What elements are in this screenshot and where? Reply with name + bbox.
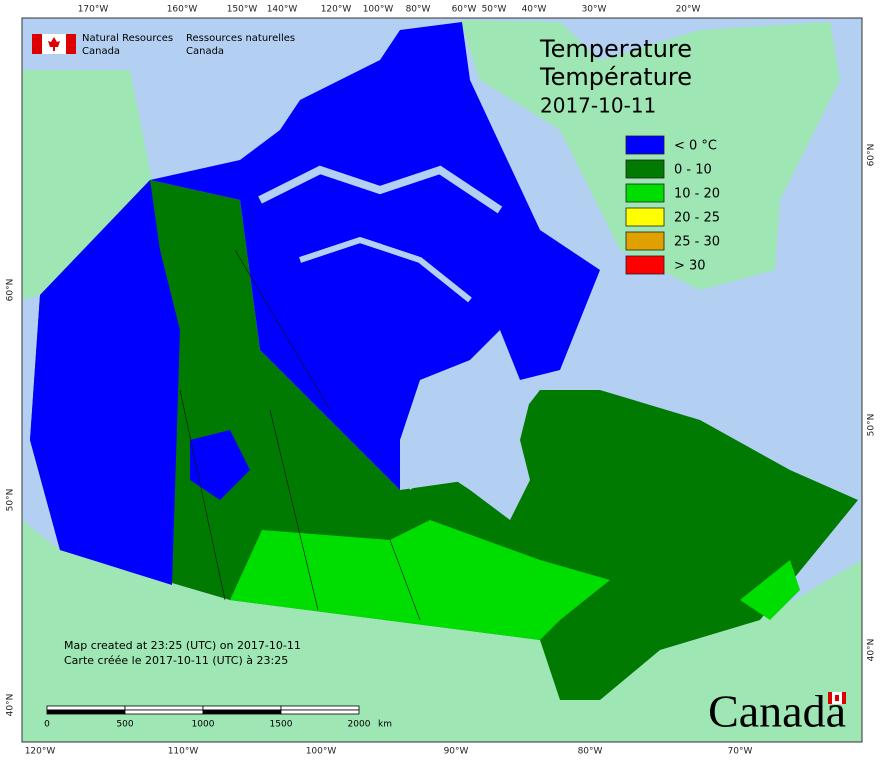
scale-segment	[46, 709, 126, 715]
legend-label: 10 - 20	[674, 187, 720, 202]
legend-label: < 0 °C	[674, 139, 717, 154]
scale-segment	[202, 709, 282, 715]
graticule-label: 140°W	[267, 5, 298, 15]
scale-segment	[280, 709, 360, 715]
land	[22, 20, 862, 742]
title: Temperature	[539, 35, 692, 63]
legend-swatch	[625, 231, 665, 251]
graticule-label: 70°W	[728, 747, 753, 757]
legend-swatch	[625, 183, 665, 203]
region-10-20	[230, 520, 610, 640]
legend-label: 25 - 30	[674, 235, 720, 250]
country-en: Canada	[82, 46, 120, 57]
scale-label: 0	[44, 720, 50, 730]
graticule-label: 60°N	[6, 279, 16, 302]
flag-bar	[32, 34, 42, 54]
graticule-label: 40°N	[867, 639, 877, 662]
scale-label: 1500	[270, 720, 293, 730]
region-10-20-east	[740, 560, 800, 620]
scale-unit: km	[378, 720, 392, 730]
scale-segment	[124, 709, 204, 715]
graticule-label: 20°W	[676, 5, 701, 15]
region-0-10	[30, 180, 858, 700]
scale-segment	[46, 705, 126, 711]
graticule-label: 80°W	[578, 747, 603, 757]
graticule-label: 60°W	[452, 5, 477, 15]
wordmark-flag-bar	[842, 692, 846, 704]
scale-segment	[280, 705, 360, 711]
flag-bar	[66, 34, 76, 54]
agency-fr: Ressources naturelles	[186, 33, 295, 44]
legend-swatch	[625, 159, 665, 179]
alaska	[22, 70, 152, 300]
united-states	[22, 520, 862, 742]
graticule-label: 160°W	[167, 5, 198, 15]
graticule-label: 120°W	[321, 5, 352, 15]
hudson-bay	[400, 372, 530, 520]
country-fr: Canada	[186, 46, 224, 57]
scale-bar: 0 500 1000 1500 2000 km	[44, 705, 392, 730]
arctic-channel	[258, 165, 503, 214]
region-below-0-patch	[190, 430, 250, 500]
scale-label: 2000	[348, 720, 371, 730]
greenland	[460, 20, 840, 290]
wordmark-flag-bar	[828, 692, 832, 704]
wordmark-leaf	[835, 695, 839, 701]
region-below-0-west	[30, 180, 180, 585]
map-frame	[21, 17, 863, 743]
legend-swatch	[625, 135, 665, 155]
graticule-label: 50°N	[867, 414, 877, 437]
graticule-label: 80°W	[406, 5, 431, 15]
graticule-label: 40°N	[6, 694, 16, 717]
border	[389, 539, 421, 621]
wordmark: Canada	[708, 686, 846, 737]
legend-label: 0 - 10	[674, 163, 712, 178]
border	[234, 249, 331, 411]
graticule-label: 50°N	[6, 489, 16, 512]
credit-fr: Carte créée le 2017-10-11 (UTC) à 23:25	[64, 654, 288, 667]
graticule-label: 120°W	[25, 747, 56, 757]
scale-label: 500	[116, 720, 133, 730]
border	[179, 389, 226, 601]
scale-segment	[124, 705, 204, 711]
maple-leaf	[48, 37, 60, 51]
graticule-label: 150°W	[227, 5, 258, 15]
graticule-label: 30°W	[582, 5, 607, 15]
border	[269, 409, 319, 611]
graticule-label: 110°W	[168, 747, 199, 757]
legend-swatch	[625, 255, 665, 275]
date: 2017-10-11	[540, 94, 656, 118]
title-fr: Température	[539, 63, 692, 91]
graticule-label: 100°W	[363, 5, 394, 15]
scale-segment	[202, 705, 282, 711]
graticule-label: 170°W	[78, 5, 109, 15]
region-below-0	[150, 22, 600, 490]
graticule-label: 50°W	[482, 5, 507, 15]
graticule-label: 60°N	[867, 144, 877, 167]
legend-swatch	[625, 207, 665, 227]
legend-label: > 30	[674, 259, 706, 274]
graticule-label: 40°W	[522, 5, 547, 15]
scale-label: 1000	[192, 720, 215, 730]
arctic-channel	[299, 236, 472, 303]
agency-en: Natural Resources	[82, 33, 173, 44]
graticule-label: 90°W	[444, 747, 469, 757]
credit-en: Map created at 23:25 (UTC) on 2017-10-11	[64, 639, 301, 652]
legend-label: 20 - 25	[674, 211, 720, 226]
header: Natural Resources Canada Ressources natu…	[32, 33, 295, 57]
graticule-label: 100°W	[306, 747, 337, 757]
